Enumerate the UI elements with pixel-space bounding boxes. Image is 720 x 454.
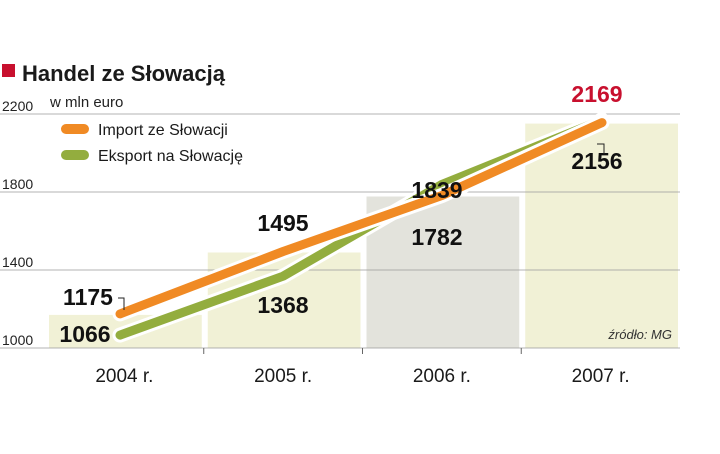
chart-subtitle: w mln euro xyxy=(49,94,123,111)
data-labels: 1175 1066 1495 1368 1839 1782 2169 2156 xyxy=(59,81,622,347)
label-leader xyxy=(597,143,605,154)
gridlines xyxy=(0,113,680,349)
data-label: 1495 xyxy=(257,210,308,236)
x-axis: 2004 r. 2005 r. 2006 r. 2007 r. xyxy=(95,348,630,387)
x-tick-label: 2006 r. xyxy=(413,366,471,387)
legend: Import ze Słowacji Eksport na Słowację xyxy=(59,122,243,165)
y-tick-label: 1000 xyxy=(2,332,33,348)
x-tick-label: 2005 r. xyxy=(254,366,312,387)
x-tick-label: 2004 r. xyxy=(95,366,153,387)
y-axis: 1000 1400 1800 2200 xyxy=(2,98,33,348)
data-label: 1368 xyxy=(257,292,308,318)
data-label: 2156 xyxy=(571,148,622,174)
data-label: 2169 xyxy=(571,81,622,107)
title-accent-square xyxy=(2,64,15,77)
data-label: 1175 xyxy=(63,284,113,310)
data-label: 1782 xyxy=(411,224,462,250)
source-note: źródło: MG xyxy=(607,327,672,342)
year-band xyxy=(525,123,678,348)
legend-swatch-import xyxy=(59,122,91,136)
legend-label-import: Import ze Słowacji xyxy=(98,122,228,139)
series-line-import xyxy=(115,118,607,319)
chart-title: Handel ze Słowacją xyxy=(22,61,226,86)
label-leader xyxy=(118,297,125,310)
legend-swatch-export xyxy=(59,148,91,162)
x-tick-label: 2007 r. xyxy=(572,366,630,387)
data-label: 1839 xyxy=(411,177,462,203)
legend-label-export: Eksport na Słowację xyxy=(98,148,243,165)
y-tick-label: 1400 xyxy=(2,254,33,270)
y-tick-label: 1800 xyxy=(2,176,33,192)
series-lines xyxy=(112,112,610,343)
y-tick-label: 2200 xyxy=(2,98,33,114)
data-label: 1066 xyxy=(59,321,110,347)
